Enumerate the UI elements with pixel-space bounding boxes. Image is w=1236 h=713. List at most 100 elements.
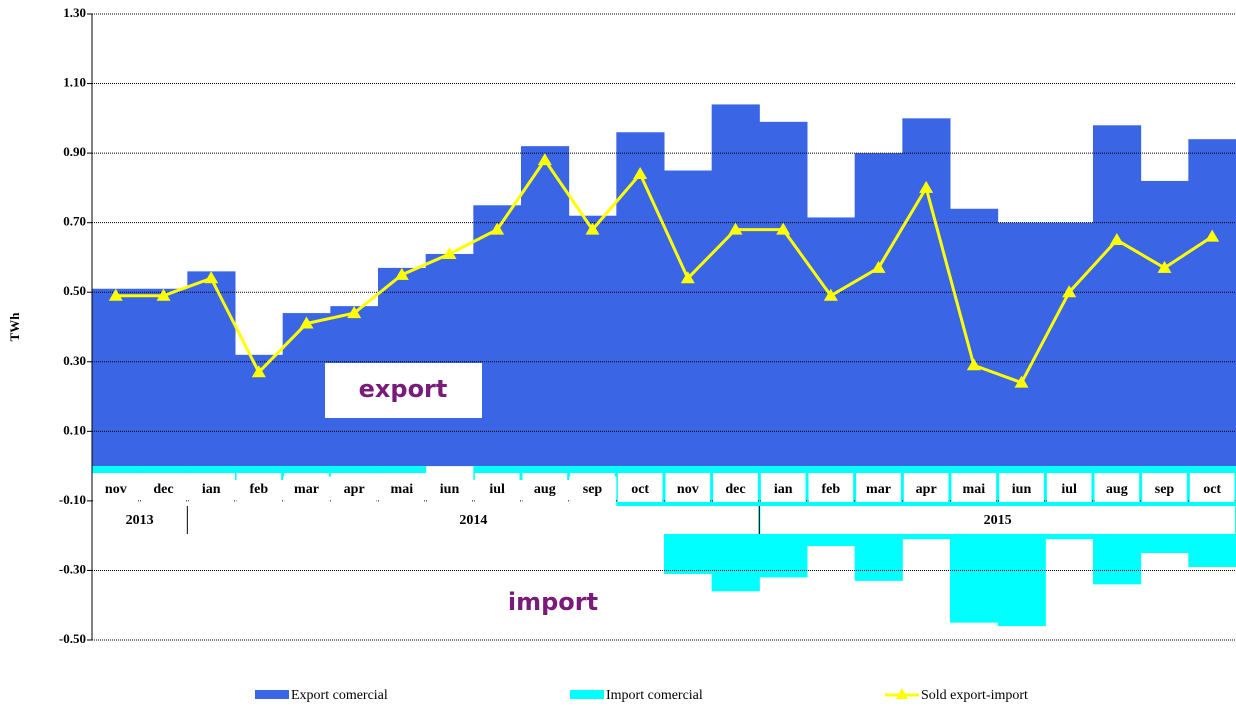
marker xyxy=(156,288,171,301)
x-tick-label: feb xyxy=(821,482,840,497)
year-label: 2014 xyxy=(459,513,487,528)
x-tick-label: iun xyxy=(440,482,460,497)
x-tick-label: sep xyxy=(1155,482,1175,497)
bar xyxy=(330,466,379,474)
category-cell xyxy=(474,473,520,502)
y-tick-label: 1.30 xyxy=(63,5,86,20)
year-label: 2015 xyxy=(984,513,1012,528)
bar xyxy=(473,205,522,467)
bar xyxy=(997,222,1046,467)
x-tick-label: apr xyxy=(916,482,937,497)
year-cell xyxy=(760,506,1235,534)
category-cell xyxy=(808,473,854,502)
bar xyxy=(854,153,903,467)
y-tick-label: 0.90 xyxy=(63,144,86,159)
y-axis-label: TWh xyxy=(7,312,22,342)
category-cell xyxy=(141,473,186,502)
marker xyxy=(251,365,266,378)
annotation: export xyxy=(359,375,448,403)
bar xyxy=(1188,139,1236,467)
year-cell xyxy=(93,506,187,534)
bar xyxy=(711,104,760,467)
x-tick-label: feb xyxy=(249,482,268,497)
x-tick-label: iun xyxy=(1012,482,1032,497)
year-cell xyxy=(188,506,759,534)
x-tick-label: aug xyxy=(534,482,556,497)
marker xyxy=(204,271,219,284)
marker xyxy=(633,166,648,179)
bar xyxy=(1045,222,1094,467)
marker xyxy=(776,222,791,235)
x-tick-label: mai xyxy=(963,482,986,497)
legend-swatch xyxy=(570,690,604,699)
legend-swatch xyxy=(255,690,289,699)
x-tick-label: ian xyxy=(774,482,793,497)
bar xyxy=(187,466,236,474)
bar xyxy=(92,466,141,474)
category-cell xyxy=(665,473,711,502)
category-cell xyxy=(331,473,377,502)
legend-label: Import comercial xyxy=(606,688,703,703)
category-cell xyxy=(903,473,949,502)
annotation: import xyxy=(508,588,598,616)
bar xyxy=(807,217,856,467)
bar xyxy=(568,466,617,477)
y-tick-label: -0.50 xyxy=(59,631,86,646)
marker xyxy=(966,358,981,371)
bar xyxy=(139,466,188,474)
marker xyxy=(537,153,552,166)
category-cell xyxy=(379,473,425,502)
marker xyxy=(680,271,695,284)
x-tick-label: mar xyxy=(294,482,319,497)
category-cell xyxy=(1094,473,1140,502)
year-label: 2013 xyxy=(126,513,154,528)
y-tick-label: 1.10 xyxy=(63,75,86,90)
x-tick-label: sep xyxy=(583,482,603,497)
category-cell xyxy=(522,473,568,502)
category-cell xyxy=(1189,473,1235,502)
bar xyxy=(282,313,331,467)
bar xyxy=(1093,125,1142,467)
marker xyxy=(490,222,505,235)
category-cell xyxy=(713,473,758,502)
annotation-box xyxy=(325,363,482,418)
legend-swatch xyxy=(896,688,908,699)
category-cell xyxy=(617,473,663,502)
marker xyxy=(1014,375,1029,388)
marker xyxy=(1109,233,1124,246)
category-cell xyxy=(93,473,139,502)
marker xyxy=(442,246,457,259)
category-cell xyxy=(236,473,282,502)
x-tick-label: aug xyxy=(1106,482,1128,497)
marker xyxy=(347,306,362,319)
marker xyxy=(1062,285,1077,298)
category-cell xyxy=(760,473,806,502)
bar xyxy=(1140,180,1189,467)
bar xyxy=(616,132,665,467)
marker xyxy=(1205,229,1220,242)
x-tick-label: iul xyxy=(489,482,505,497)
legend-label: Export comercial xyxy=(291,688,388,703)
bar xyxy=(92,288,141,467)
y-tick-label: 0.70 xyxy=(63,214,86,229)
category-cell xyxy=(1046,473,1092,502)
bar xyxy=(282,466,331,477)
bar xyxy=(139,288,188,467)
legend-label: Sold export-import xyxy=(921,688,1028,703)
category-cell xyxy=(1142,473,1187,502)
bar xyxy=(378,466,427,474)
y-tick-label: -0.10 xyxy=(59,492,86,507)
y-tick-label: 0.10 xyxy=(63,422,86,437)
marker xyxy=(394,267,409,280)
category-cell xyxy=(427,473,472,502)
category-cell xyxy=(188,473,234,502)
category-cell xyxy=(570,473,615,502)
bar xyxy=(568,215,617,467)
bar xyxy=(950,208,999,467)
x-tick-label: apr xyxy=(344,482,365,497)
x-tick-label: dec xyxy=(725,482,745,497)
category-cell xyxy=(856,473,901,502)
bar xyxy=(425,253,474,467)
marker xyxy=(823,288,838,301)
